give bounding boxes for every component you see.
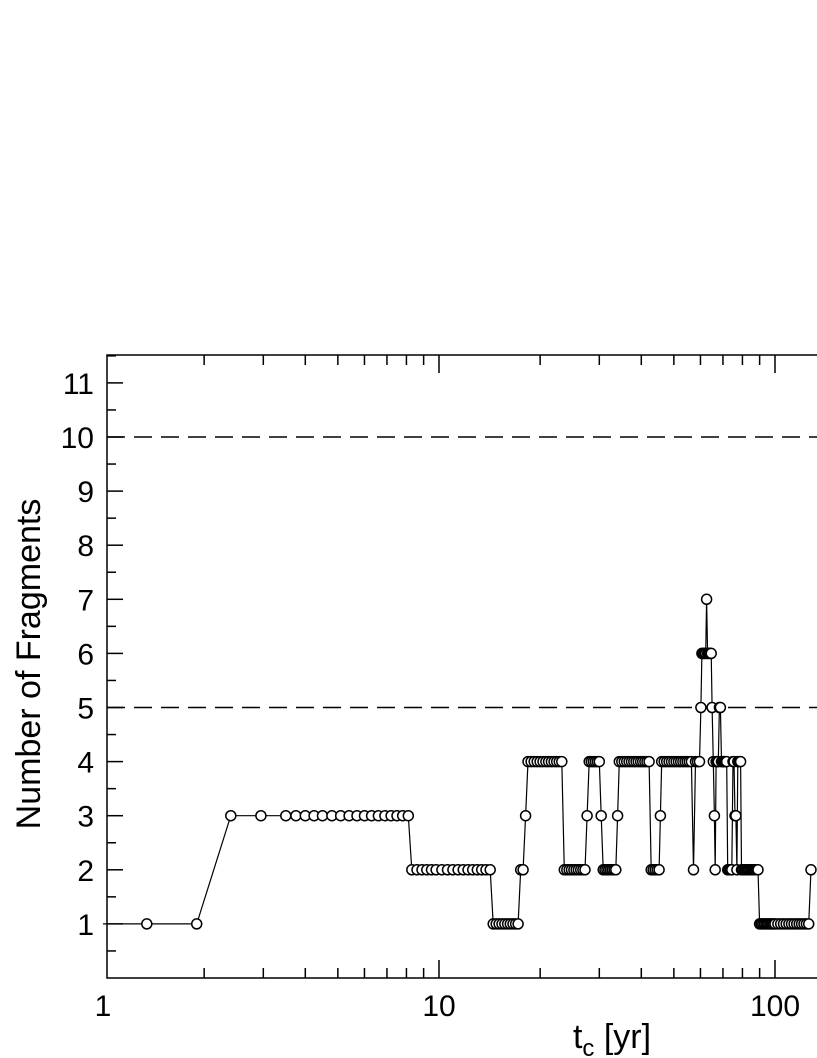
data-point xyxy=(141,918,153,930)
data-point xyxy=(581,809,593,822)
data-point xyxy=(610,864,622,876)
data-point xyxy=(802,918,815,930)
data-series xyxy=(103,593,817,930)
axis-ticks xyxy=(107,355,776,978)
data-point xyxy=(593,755,606,768)
data-point xyxy=(654,809,667,822)
data-point xyxy=(709,864,721,876)
data-point xyxy=(611,809,624,822)
data-point xyxy=(705,647,717,660)
x-tick-label: 1 xyxy=(95,990,112,1023)
data-point xyxy=(643,755,655,768)
y-tick-label: 8 xyxy=(77,530,94,563)
data-point xyxy=(290,809,302,822)
data-point xyxy=(517,864,529,876)
x-axis-title-unit: [yr] xyxy=(594,1018,651,1056)
y-tick-label: 3 xyxy=(77,801,94,834)
data-point xyxy=(556,755,568,768)
x-axis-title-subscript: c xyxy=(582,1035,594,1058)
y-tick-label: 2 xyxy=(77,855,94,888)
reference-lines xyxy=(107,436,817,709)
y-tick-label: 4 xyxy=(77,747,94,780)
data-point xyxy=(579,864,591,876)
data-point xyxy=(730,809,742,822)
data-point xyxy=(734,755,747,768)
y-tick-label: 7 xyxy=(77,584,94,617)
data-point xyxy=(805,864,817,876)
y-axis-title: Number of Fragments xyxy=(10,499,48,830)
y-tick-label: 6 xyxy=(77,638,94,671)
data-point xyxy=(708,809,721,822)
data-point xyxy=(653,864,665,876)
y-tick-label: 9 xyxy=(77,476,94,509)
x-axis-title: tc [yr] xyxy=(573,1018,651,1058)
data-point xyxy=(255,809,267,822)
data-point xyxy=(512,918,524,930)
y-tick-label: 10 xyxy=(61,422,94,455)
x-axis-title-main: t xyxy=(573,1018,583,1056)
data-point xyxy=(280,809,292,822)
y-tick-label: 5 xyxy=(77,693,94,726)
data-point xyxy=(316,809,329,822)
data-point xyxy=(484,864,496,876)
data-point xyxy=(693,755,706,768)
data-point xyxy=(519,809,532,822)
data-point xyxy=(595,809,607,822)
data-point xyxy=(714,701,727,714)
plot-frame xyxy=(106,354,817,979)
y-tick-label: 11 xyxy=(63,368,94,401)
x-tick-label: 100 xyxy=(750,990,800,1023)
x-tick-label: 10 xyxy=(422,990,455,1023)
data-point xyxy=(402,809,415,822)
data-point xyxy=(752,864,764,876)
data-point xyxy=(700,593,713,606)
data-point xyxy=(687,864,700,876)
y-tick-label: 1 xyxy=(77,909,94,942)
data-point xyxy=(225,809,237,822)
data-point xyxy=(190,918,203,930)
data-point xyxy=(695,701,707,714)
